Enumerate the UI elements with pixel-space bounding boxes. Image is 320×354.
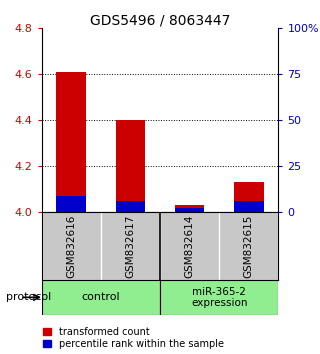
Title: GDS5496 / 8063447: GDS5496 / 8063447 bbox=[90, 13, 230, 27]
Bar bbox=[160, 280, 278, 315]
Bar bbox=[234, 183, 264, 212]
Text: GSM832614: GSM832614 bbox=[185, 214, 195, 278]
Text: GSM832616: GSM832616 bbox=[66, 214, 76, 278]
Bar bbox=[116, 201, 145, 212]
Text: GSM832615: GSM832615 bbox=[244, 214, 254, 278]
Legend: transformed count, percentile rank within the sample: transformed count, percentile rank withi… bbox=[43, 327, 224, 349]
Text: GSM832617: GSM832617 bbox=[125, 214, 135, 278]
Bar bbox=[116, 120, 145, 212]
Bar bbox=[56, 196, 86, 212]
Text: protocol: protocol bbox=[6, 292, 52, 302]
Bar bbox=[42, 280, 160, 315]
Bar bbox=[175, 205, 204, 212]
Bar bbox=[234, 201, 264, 212]
Bar bbox=[175, 208, 204, 212]
Text: miR-365-2
expression: miR-365-2 expression bbox=[191, 286, 247, 308]
Bar bbox=[56, 72, 86, 212]
Text: control: control bbox=[82, 292, 120, 302]
